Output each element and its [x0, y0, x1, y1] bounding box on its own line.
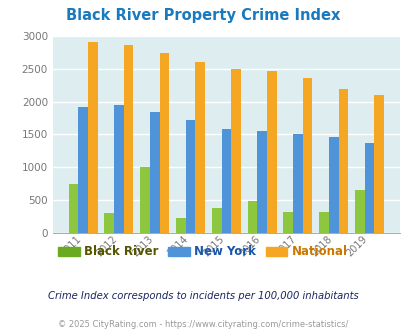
Bar — [292, 135, 302, 233]
Bar — [124, 46, 133, 233]
Text: Black River Property Crime Index: Black River Property Crime Index — [66, 8, 339, 23]
Bar — [266, 71, 276, 233]
Bar — [364, 143, 373, 233]
Bar — [230, 69, 240, 233]
Bar — [185, 120, 195, 233]
Bar — [88, 42, 98, 233]
Bar — [159, 53, 169, 233]
Bar — [140, 167, 149, 233]
Bar — [257, 131, 266, 233]
Bar — [78, 107, 88, 233]
Bar — [283, 213, 292, 233]
Bar — [149, 112, 159, 233]
Bar — [114, 105, 124, 233]
Bar — [354, 190, 364, 233]
Bar — [328, 137, 338, 233]
Text: Crime Index corresponds to incidents per 100,000 inhabitants: Crime Index corresponds to incidents per… — [47, 291, 358, 301]
Bar — [318, 213, 328, 233]
Bar — [338, 89, 347, 233]
Legend: Black River, New York, National: Black River, New York, National — [53, 241, 352, 263]
Bar — [247, 201, 257, 233]
Text: © 2025 CityRating.com - https://www.cityrating.com/crime-statistics/: © 2025 CityRating.com - https://www.city… — [58, 320, 347, 329]
Bar — [195, 62, 205, 233]
Bar — [176, 217, 185, 233]
Bar — [373, 95, 383, 233]
Bar — [104, 213, 114, 233]
Bar — [221, 129, 230, 233]
Bar — [302, 78, 311, 233]
Bar — [68, 183, 78, 233]
Bar — [211, 208, 221, 233]
